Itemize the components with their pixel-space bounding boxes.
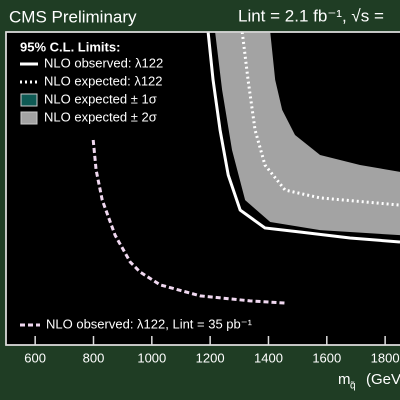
legend-label: NLO expected ± 2σ	[44, 109, 157, 124]
legend-title: 95% C.L. Limits:	[20, 39, 120, 54]
plot-frame	[5, 31, 400, 346]
legend-label: NLO expected: λ122	[44, 73, 163, 88]
series-line	[206, 31, 400, 244]
x-tick-label: 1400	[254, 350, 283, 365]
x-axis-unit: (GeV	[366, 371, 400, 388]
x-axis-label: m	[338, 371, 351, 388]
x-tick-label: 1000	[137, 350, 166, 365]
legend-label: NLO expected ± 1σ	[44, 91, 157, 106]
x-tick-label: 600	[24, 350, 46, 365]
chart-subtitle: Lint = 2.1 fb⁻¹, √s =	[238, 6, 384, 25]
x-tick-label: 1600	[312, 350, 341, 365]
x-axis-label-sub: q̃	[350, 381, 356, 392]
x-tick-label: 1200	[196, 350, 225, 365]
series-line	[91, 139, 286, 305]
chart-title: CMS Preliminary	[9, 7, 137, 26]
legend-label: NLO observed: λ122	[44, 55, 163, 70]
x-tick-label: 1800	[371, 350, 400, 365]
legend-symbol	[20, 111, 38, 125]
legend-label: NLO observed: λ122, Lint = 35 pb⁻¹	[46, 316, 253, 331]
x-tick-label: 800	[83, 350, 105, 365]
legend-symbol	[20, 93, 38, 107]
series-line	[240, 31, 400, 207]
band	[215, 32, 400, 236]
